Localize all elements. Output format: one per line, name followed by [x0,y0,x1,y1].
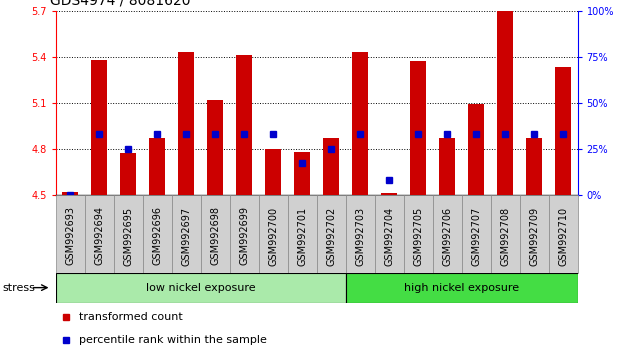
Text: GDS4974 / 8081620: GDS4974 / 8081620 [50,0,190,7]
Bar [230,195,259,273]
Bar [461,195,491,273]
Text: GSM992705: GSM992705 [413,206,423,266]
Bar [114,195,143,273]
Text: transformed count: transformed count [79,312,183,322]
Text: GSM992696: GSM992696 [152,206,162,266]
Text: GSM992695: GSM992695 [124,206,134,266]
Bar [346,195,374,273]
Text: GSM992698: GSM992698 [211,206,220,266]
Bar [317,195,346,273]
Bar [259,195,288,273]
Bar [143,195,172,273]
Bar [468,104,484,195]
Bar [555,67,571,195]
Text: GSM992704: GSM992704 [384,206,394,266]
Bar [410,61,426,195]
Bar [520,195,548,273]
Bar [85,195,114,273]
Text: GSM992699: GSM992699 [239,206,249,266]
Bar [120,153,137,195]
Text: GSM992694: GSM992694 [94,206,104,266]
Text: GSM992700: GSM992700 [268,206,278,266]
Text: GSM992708: GSM992708 [500,206,510,266]
Bar [172,195,201,273]
Bar [548,195,578,273]
Bar [352,52,368,195]
Bar [91,60,107,195]
Bar [381,193,397,195]
Bar [433,195,461,273]
Bar [207,99,224,195]
Bar [323,138,339,195]
Text: high nickel exposure: high nickel exposure [404,282,519,293]
Text: low nickel exposure: low nickel exposure [146,282,256,293]
Text: GSM992703: GSM992703 [355,206,365,266]
Bar [497,11,513,195]
Bar [526,138,542,195]
Bar [374,195,404,273]
Text: GSM992709: GSM992709 [529,206,539,266]
Bar [236,55,252,195]
Bar [288,195,317,273]
Bar [404,195,433,273]
Text: GSM992710: GSM992710 [558,206,568,266]
Bar [56,273,346,303]
Text: stress: stress [3,282,35,293]
Text: GSM992693: GSM992693 [65,206,75,266]
Text: GSM992702: GSM992702 [326,206,336,266]
Bar [150,138,165,195]
Text: GSM992701: GSM992701 [297,206,307,266]
Text: percentile rank within the sample: percentile rank within the sample [79,335,267,345]
Bar [346,273,578,303]
Bar [201,195,230,273]
Bar [178,52,194,195]
Text: GSM992707: GSM992707 [471,206,481,266]
Bar [265,149,281,195]
Text: GSM992706: GSM992706 [442,206,452,266]
Bar [56,195,85,273]
Bar [62,192,78,195]
Text: GSM992697: GSM992697 [181,206,191,266]
Bar [491,195,520,273]
Bar [294,152,310,195]
Bar [439,138,455,195]
